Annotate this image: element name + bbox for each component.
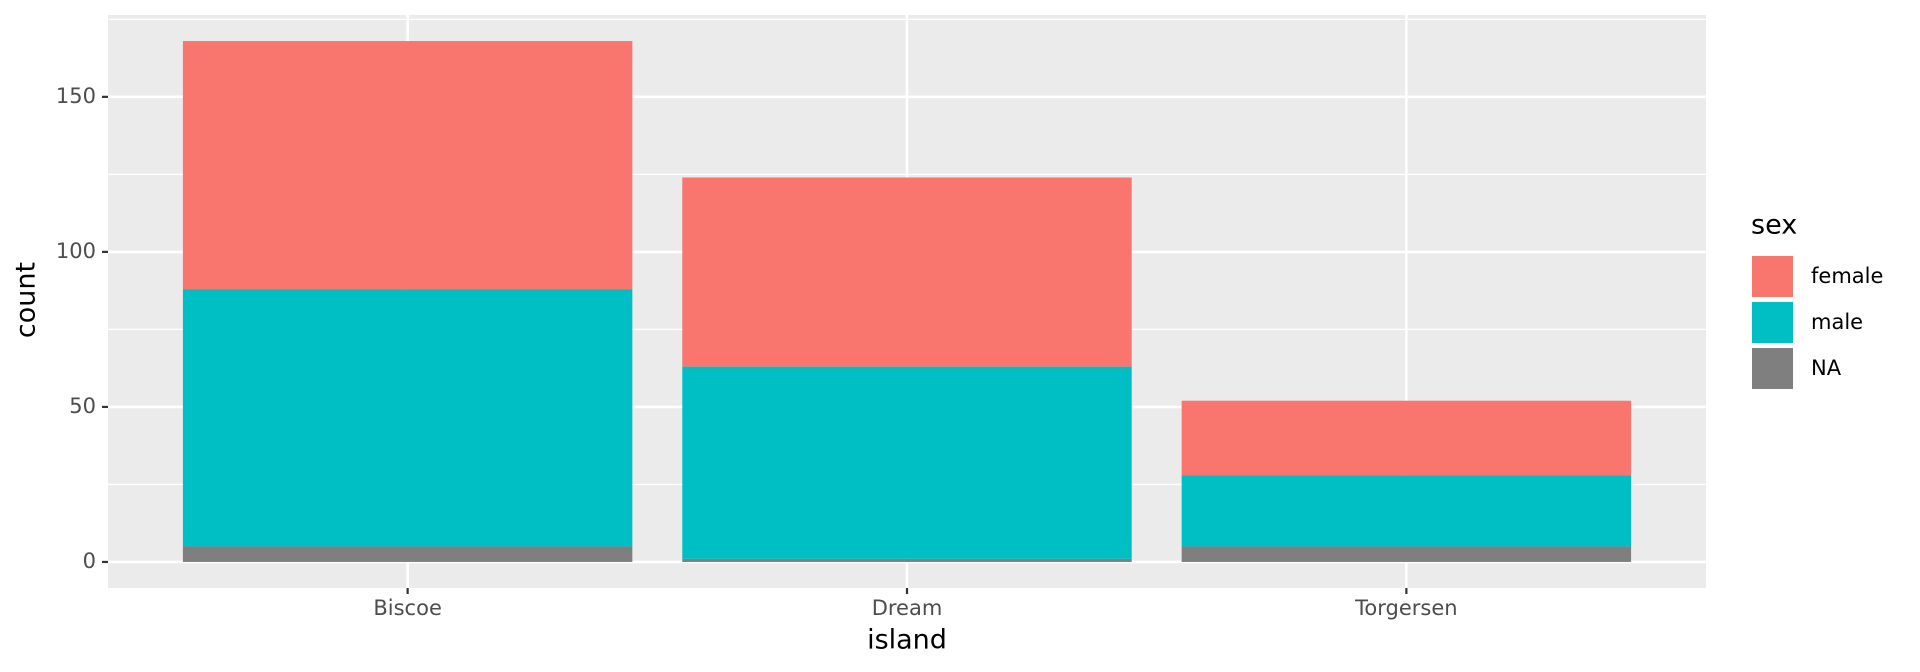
- x-tick-label: Torgersen: [1354, 596, 1457, 620]
- bar-segment: [682, 558, 1132, 562]
- legend-key: [1750, 254, 1795, 299]
- y-axis-title: count: [11, 262, 42, 338]
- legend-label: male: [1811, 310, 1863, 334]
- x-axis-title: island: [867, 625, 947, 656]
- legend-label: NA: [1811, 356, 1842, 380]
- bar-segment: [1181, 400, 1632, 476]
- legend-key: [1750, 300, 1795, 345]
- y-tick-label: 150: [56, 84, 96, 108]
- bar-segment: [1181, 475, 1632, 547]
- bar-segment: [182, 289, 633, 547]
- bar-segment: [682, 366, 1132, 559]
- x-tick-label: Dream: [872, 596, 943, 620]
- legend-key: [1750, 346, 1795, 391]
- y-tick-label: 100: [56, 239, 96, 263]
- y-tick-label: 0: [83, 549, 96, 573]
- y-tick-label: 50: [69, 394, 96, 418]
- legend-title: sex: [1751, 210, 1797, 241]
- bar-segment: [1181, 546, 1632, 562]
- bar-segment: [682, 177, 1132, 367]
- bar-segment: [182, 546, 633, 562]
- bar-segment: [182, 41, 633, 290]
- x-tick-label: Biscoe: [373, 596, 442, 620]
- legend-label: female: [1811, 264, 1883, 288]
